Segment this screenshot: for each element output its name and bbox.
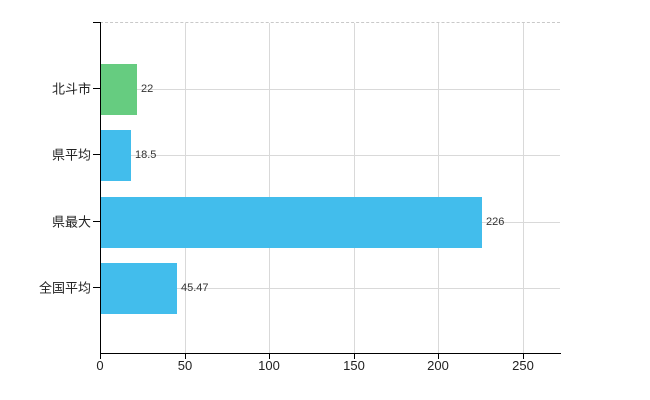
y-gridline [100,89,560,90]
category-label: 全国平均 [38,280,91,296]
x-gridline [185,23,186,354]
x-axis-tick [354,354,355,359]
y-axis-tick [93,287,100,288]
y-gridline [100,155,560,156]
bar [100,63,137,115]
y-axis-tick [93,88,100,89]
value-label: 45.47 [181,282,209,294]
x-axis-tick [100,354,101,359]
bar [100,129,131,181]
plot-area: 22 18.5 226 45.47 [100,22,560,354]
bar [100,196,482,248]
x-gridline [269,23,270,354]
x-tick-label: 100 [258,358,280,373]
x-gridline [354,23,355,354]
x-axis-line [100,353,561,354]
x-tick-label: 150 [343,358,365,373]
x-tick-label: 50 [177,358,193,373]
category-label: 県最大 [51,214,91,230]
value-label: 226 [486,216,505,228]
y-axis-tick [93,154,100,155]
x-gridline [438,23,439,354]
y-axis-top-tick [93,22,100,23]
y-axis-tick [93,221,100,222]
x-axis-tick [523,354,524,359]
x-gridline [523,23,524,354]
x-axis-tick [269,354,270,359]
x-tick-label: 200 [427,358,449,373]
x-tick-label: 0 [96,358,104,373]
value-label: 22 [141,83,154,95]
x-axis-tick [185,354,186,359]
y-axis-line [100,22,101,353]
x-axis-tick [438,354,439,359]
y-gridline [100,288,560,289]
category-label: 県平均 [51,147,91,163]
category-label: 北斗市 [51,81,91,97]
value-label: 18.5 [135,149,157,161]
x-tick-label: 250 [512,358,534,373]
bar [100,262,177,314]
